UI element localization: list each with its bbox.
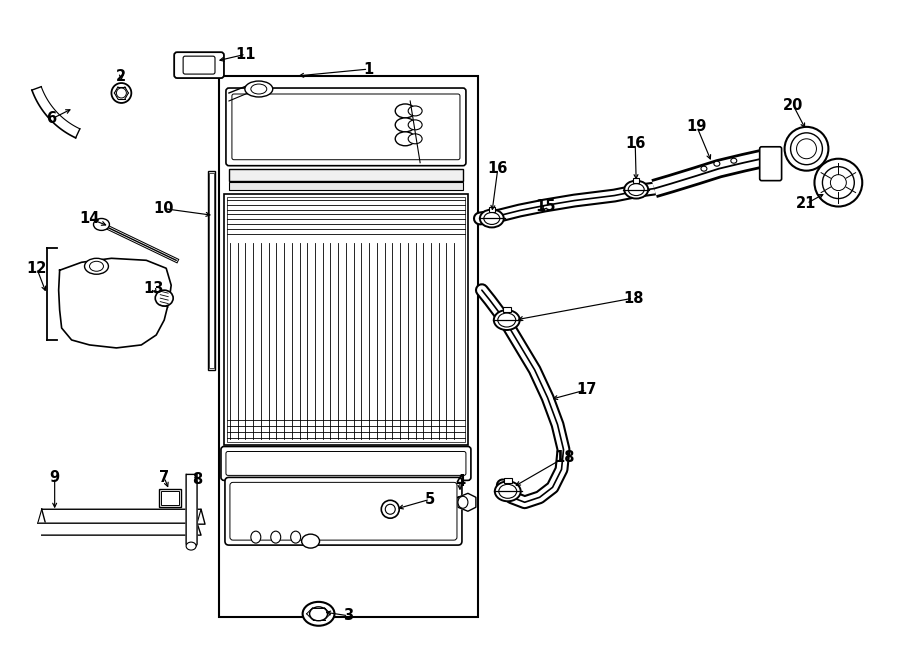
Bar (229, 182, 463, 190)
Ellipse shape (484, 212, 500, 225)
Ellipse shape (409, 120, 422, 130)
Bar (209, 173, 214, 368)
Text: 12: 12 (27, 260, 47, 276)
Text: 13: 13 (143, 281, 164, 295)
Text: 5: 5 (425, 492, 436, 507)
Polygon shape (458, 493, 476, 511)
Ellipse shape (186, 542, 196, 550)
Ellipse shape (458, 496, 468, 508)
Ellipse shape (116, 88, 126, 98)
Ellipse shape (796, 139, 816, 159)
FancyBboxPatch shape (230, 483, 457, 540)
Text: 9: 9 (50, 470, 59, 485)
Text: 4: 4 (454, 474, 465, 489)
Ellipse shape (823, 167, 854, 198)
Text: 3: 3 (344, 608, 354, 623)
Ellipse shape (382, 500, 400, 518)
Text: 19: 19 (687, 120, 707, 134)
Ellipse shape (94, 219, 110, 231)
Text: 16: 16 (625, 136, 645, 151)
Bar (159, 489, 181, 507)
Ellipse shape (302, 534, 319, 548)
Bar (229, 169, 463, 180)
Ellipse shape (814, 159, 862, 206)
Ellipse shape (251, 531, 261, 543)
Text: 8: 8 (192, 472, 202, 487)
Ellipse shape (395, 118, 415, 132)
Ellipse shape (245, 81, 273, 97)
Ellipse shape (89, 261, 104, 271)
Text: 18: 18 (623, 291, 644, 305)
Bar (489, 206, 495, 212)
Ellipse shape (714, 161, 720, 166)
Ellipse shape (480, 210, 504, 227)
Bar (634, 178, 639, 182)
Text: 6: 6 (47, 112, 57, 126)
Text: 15: 15 (536, 199, 556, 214)
Bar (208, 171, 215, 370)
FancyBboxPatch shape (183, 56, 215, 74)
Text: 17: 17 (576, 382, 597, 397)
FancyBboxPatch shape (760, 147, 781, 180)
Text: 20: 20 (783, 98, 804, 114)
Ellipse shape (785, 127, 828, 171)
Bar (503, 307, 510, 312)
Polygon shape (41, 509, 205, 524)
Text: 1: 1 (364, 61, 374, 77)
Ellipse shape (494, 310, 519, 330)
Text: 7: 7 (159, 470, 169, 485)
Bar (224, 194, 468, 444)
FancyBboxPatch shape (226, 451, 466, 475)
Ellipse shape (831, 175, 846, 190)
FancyBboxPatch shape (225, 477, 462, 545)
Ellipse shape (395, 104, 415, 118)
Polygon shape (32, 87, 80, 138)
Ellipse shape (409, 106, 422, 116)
Ellipse shape (112, 83, 131, 103)
Polygon shape (186, 475, 197, 546)
Ellipse shape (251, 84, 266, 94)
Ellipse shape (155, 290, 173, 306)
Ellipse shape (790, 133, 823, 165)
Ellipse shape (302, 602, 335, 626)
Ellipse shape (731, 158, 737, 163)
Ellipse shape (85, 258, 108, 274)
Ellipse shape (395, 132, 415, 146)
FancyBboxPatch shape (226, 88, 466, 166)
Ellipse shape (498, 313, 516, 327)
Polygon shape (38, 524, 201, 535)
Ellipse shape (291, 531, 301, 543)
Text: 2: 2 (116, 69, 126, 83)
Ellipse shape (701, 166, 706, 171)
Bar (504, 479, 512, 483)
Bar (219, 76, 478, 617)
Ellipse shape (310, 607, 328, 621)
Ellipse shape (495, 481, 521, 501)
FancyBboxPatch shape (175, 52, 224, 78)
FancyBboxPatch shape (221, 447, 471, 481)
Ellipse shape (625, 180, 648, 198)
Ellipse shape (628, 184, 644, 196)
Ellipse shape (385, 504, 395, 514)
Ellipse shape (271, 531, 281, 543)
Text: 11: 11 (236, 47, 256, 61)
FancyBboxPatch shape (232, 94, 460, 160)
Text: 10: 10 (153, 201, 174, 216)
Text: 14: 14 (79, 211, 100, 226)
Ellipse shape (409, 134, 422, 144)
Text: 18: 18 (554, 450, 575, 465)
Text: 16: 16 (488, 161, 508, 176)
Text: 21: 21 (796, 196, 816, 211)
Ellipse shape (499, 485, 517, 498)
Polygon shape (58, 258, 171, 348)
Bar (161, 491, 179, 505)
Bar (227, 196, 465, 442)
